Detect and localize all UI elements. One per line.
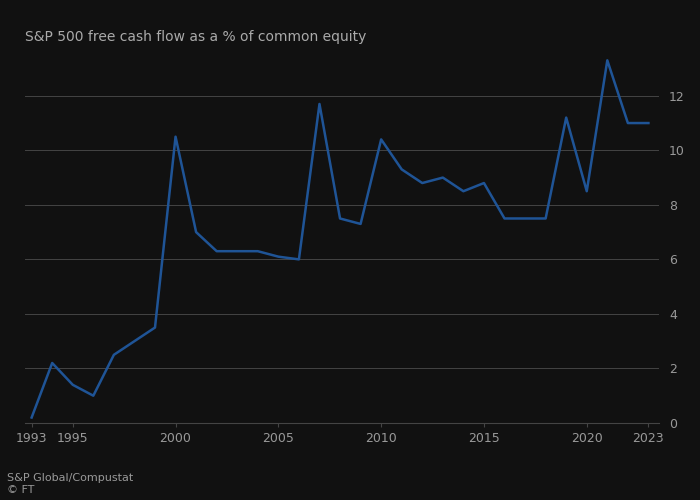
Title: S&P 500 free cash flow as a % of common equity: S&P 500 free cash flow as a % of common … <box>25 30 367 44</box>
Text: S&P Global/Compustat
© FT: S&P Global/Compustat © FT <box>7 474 133 495</box>
